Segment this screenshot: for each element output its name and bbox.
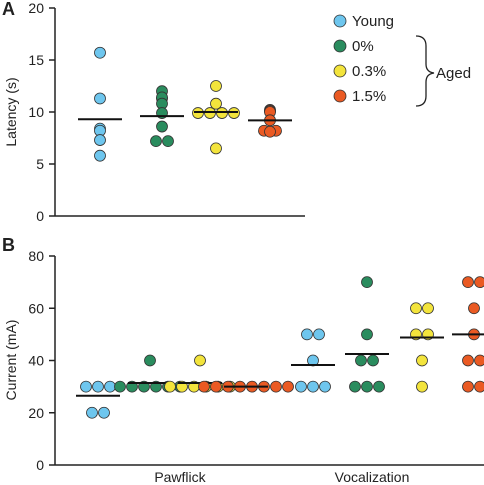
panel-a-ytick-label: 0 [36, 208, 44, 224]
panel-b-point-0pct-vocalization [355, 354, 367, 367]
panel-b-point-1-5pct-vocalization [468, 302, 480, 315]
panel-b-point-0-3pct-pawflick [194, 354, 206, 367]
panel-b-point-1-5pct-pawflick [198, 380, 210, 393]
panel-a-point-0-3pct-pawflick [210, 142, 222, 155]
panel-a-y-ticks: 0 5 10 15 20 [28, 0, 55, 224]
panel-b-point-young-pawflick [98, 406, 110, 419]
panel-b-point-0-3pct-vocalization [422, 302, 434, 315]
panel-a-point-0pct-pawflick [162, 135, 174, 148]
panel-b-point-young-vocalization [295, 380, 307, 393]
legend-bracket [415, 35, 435, 107]
x-category-vocalization: Vocalization [335, 469, 410, 485]
panel-b-point-0pct-vocalization [373, 380, 385, 393]
panel-b-point-0-3pct-vocalization [416, 380, 428, 393]
panel-a-point-young-pawflick [94, 46, 106, 59]
panel-b-point-young-vocalization [319, 380, 331, 393]
panel-a-point-0-3pct-pawflick [216, 107, 228, 119]
panel-b-point-1-5pct-pawflick [210, 380, 222, 393]
panel-a-point-0pct-pawflick [150, 135, 162, 148]
panel-a-y-label: Latency (s) [3, 77, 19, 146]
legend-label-young: Young [352, 13, 394, 30]
panel-a-ytick-label: 5 [36, 156, 44, 172]
panel-label-a: A [2, 0, 15, 19]
legend-bracket-label: Aged [436, 65, 471, 82]
panel-b-point-1-5pct-vocalization [474, 354, 484, 367]
panel-b-plot: Current (mA) 0 20 40 60 80 Pawflick Vocaliza… [3, 248, 484, 485]
panel-b-ytick-label: 20 [28, 405, 44, 421]
panel-b-point-0-3pct-pawflick [164, 380, 176, 393]
panel-b-ytick-label: 0 [36, 457, 44, 473]
panel-a-point-0-3pct-pawflick [228, 107, 240, 119]
panel-b-point-1-5pct-vocalization [462, 380, 474, 393]
panel-a-point-0-3pct-pawflick [204, 107, 216, 119]
panel-b-point-young-vocalization [307, 354, 319, 367]
panel-a-ytick-label: 20 [28, 0, 44, 16]
panel-b-point-0pct-vocalization [361, 328, 373, 341]
legend-marker-0-3pct [333, 64, 347, 78]
panel-b-y-ticks: 0 20 40 60 80 [28, 248, 55, 473]
panel-b-point-0-3pct-vocalization [416, 354, 428, 367]
legend: Young 0% 0.3% 1.5% Aged [333, 13, 471, 107]
panel-b-point-young-pawflick [104, 380, 116, 393]
panel-b-point-0-3pct-vocalization [410, 302, 422, 315]
panel-label-b: B [2, 235, 15, 255]
legend-marker-0pct [333, 39, 347, 53]
panel-a-point-0-3pct-pawflick [210, 80, 222, 92]
x-category-pawflick: Pawflick [154, 469, 206, 485]
panel-a-point-0-3pct-pawflick [210, 97, 222, 110]
panel-b-point-1-5pct-vocalization [474, 380, 484, 393]
legend-marker-1-5pct [333, 89, 347, 103]
legend-label-0-3pct: 0.3% [352, 63, 386, 80]
panel-b-point-young-pawflick [92, 380, 104, 393]
panel-a-point-0-3pct-pawflick [192, 107, 204, 119]
panel-b-point-young-vocalization [307, 380, 319, 393]
panel-a-ytick-label: 10 [28, 104, 44, 120]
panel-b-marks [76, 276, 484, 419]
legend-label-1-5pct: 1.5% [352, 88, 386, 105]
panel-b-y-label: Current (mA) [3, 320, 19, 401]
panel-b-point-0pct-vocalization [349, 380, 361, 393]
panel-a-point-young-pawflick [94, 92, 106, 105]
panel-a-point-young-pawflick [94, 134, 106, 146]
panel-b-point-young-vocalization [313, 328, 325, 341]
panel-b-point-0pct-pawflick [114, 380, 126, 393]
panel-b-ytick-label: 60 [28, 300, 44, 316]
legend-marker-young [333, 14, 347, 28]
panel-a-point-1-5pct-pawflick [264, 125, 276, 138]
panel-b-point-young-vocalization [301, 328, 313, 341]
panel-a-point-0pct-pawflick [156, 120, 168, 133]
panel-b-point-1-5pct-vocalization [462, 276, 474, 289]
panel-b-point-0pct-pawflick [144, 354, 156, 367]
panel-b-point-1-5pct-vocalization [462, 354, 474, 367]
panel-b-ytick-label: 80 [28, 248, 44, 264]
panel-b-point-0pct-vocalization [367, 354, 379, 367]
panel-b-point-0pct-vocalization [361, 380, 373, 393]
panel-a-marks [78, 46, 292, 162]
panel-a-point-young-pawflick [94, 149, 106, 162]
panel-b-point-1-5pct-vocalization [474, 276, 484, 289]
panel-b-ytick-label: 40 [28, 353, 44, 369]
panel-b-point-young-pawflick [86, 406, 98, 419]
panel-a-ytick-label: 15 [28, 52, 44, 68]
legend-label-0pct: 0% [352, 38, 374, 55]
panel-b-point-young-pawflick [80, 380, 92, 393]
panel-b-point-0pct-vocalization [361, 276, 373, 289]
panel-a-plot: Latency (s) 0 5 10 15 20 [3, 0, 305, 224]
panel-b-point-1-5pct-pawflick [282, 380, 294, 393]
panel-b-point-1-5pct-pawflick [270, 380, 282, 393]
